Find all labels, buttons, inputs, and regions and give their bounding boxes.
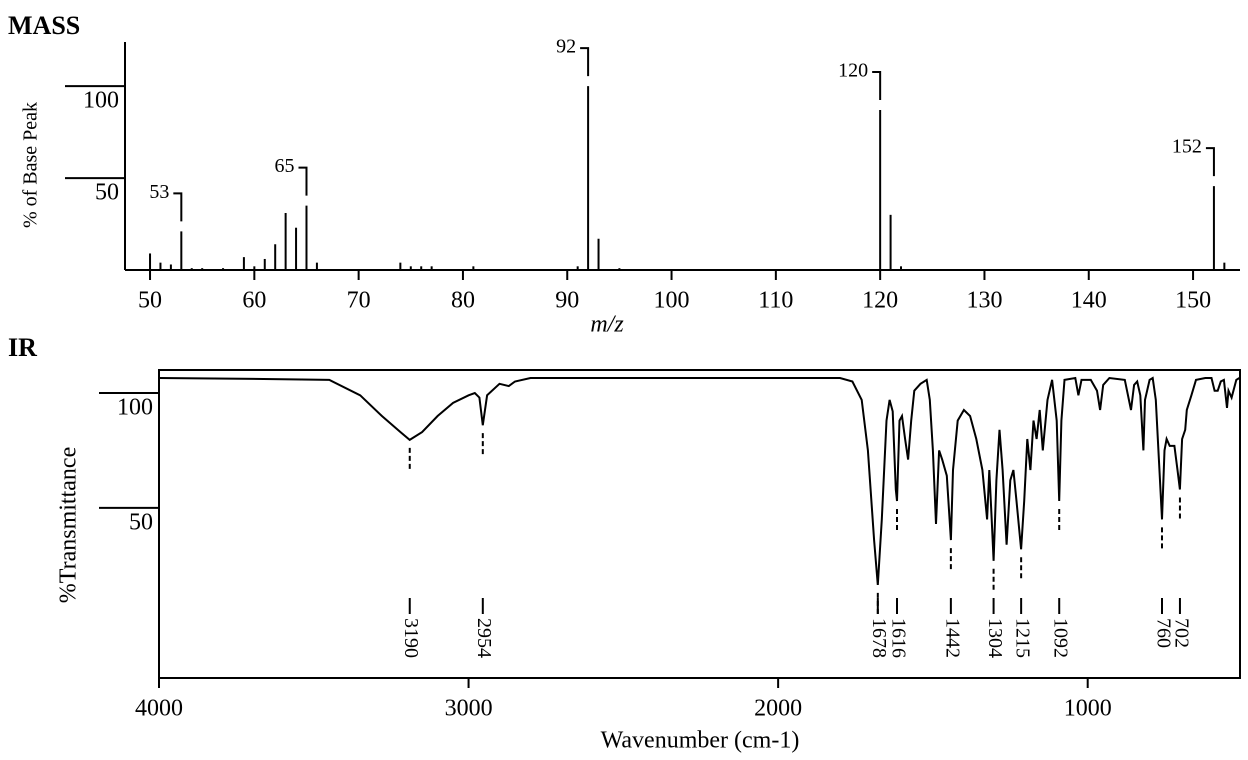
y-tick-label: 50 — [129, 509, 153, 535]
x-tick-label: 140 — [1071, 288, 1107, 314]
mass-x-label: m/z — [590, 312, 624, 338]
x-tick-label: 120 — [862, 288, 898, 314]
peak-label-bracket — [298, 166, 308, 196]
plot-frame — [158, 369, 1241, 679]
x-tick-label: 50 — [138, 288, 162, 314]
peak-label: 1215 — [1012, 618, 1034, 658]
peak-label: 65 — [274, 155, 294, 177]
x-tick-label: 150 — [1175, 288, 1211, 314]
peak-label: 2954 — [473, 618, 495, 658]
x-tick-label: 100 — [654, 288, 690, 314]
peak-label-bracket — [173, 192, 183, 222]
x-tick-label: 90 — [555, 288, 579, 314]
x-tick-label: 3000 — [445, 696, 493, 722]
peak-label: 1678 — [868, 618, 890, 658]
peak-label: 152 — [1172, 136, 1202, 158]
ir-title: IR — [8, 333, 37, 362]
spectrum-line — [158, 376, 1240, 585]
peak-label: 1616 — [887, 618, 909, 658]
peak-label: 1442 — [941, 618, 963, 658]
peak-label: 120 — [838, 60, 868, 82]
mass-y-label: % of Base Peak — [20, 102, 42, 228]
peak-label: 1092 — [1050, 618, 1072, 658]
peak-label: 702 — [1170, 618, 1192, 648]
x-tick-label: 110 — [758, 288, 793, 314]
peak-label-bracket — [1205, 147, 1215, 177]
peak-label: 3190 — [400, 618, 422, 658]
peak-label: 92 — [556, 36, 576, 58]
peak-label-bracket — [872, 71, 882, 101]
peak-label-bracket — [580, 47, 590, 77]
y-tick-label: 100 — [117, 394, 153, 420]
peak-label: 760 — [1152, 618, 1174, 648]
peak-label: 53 — [149, 181, 169, 203]
x-tick-label: 80 — [451, 288, 475, 314]
x-tick-label: 130 — [966, 288, 1002, 314]
y-tick-label: 100 — [83, 88, 119, 114]
mass-title: MASS — [8, 11, 80, 40]
ir-x-label: Wavenumber (cm-1) — [601, 728, 800, 754]
y-tick-label: 50 — [95, 180, 119, 206]
ir-y-label: %Transmittance — [56, 447, 82, 603]
x-tick-label: 4000 — [135, 696, 183, 722]
x-tick-label: 70 — [347, 288, 371, 314]
x-tick-label: 1000 — [1064, 696, 1112, 722]
peak-label: 1304 — [984, 618, 1006, 658]
x-tick-label: 60 — [242, 288, 266, 314]
x-tick-label: 2000 — [754, 696, 802, 722]
